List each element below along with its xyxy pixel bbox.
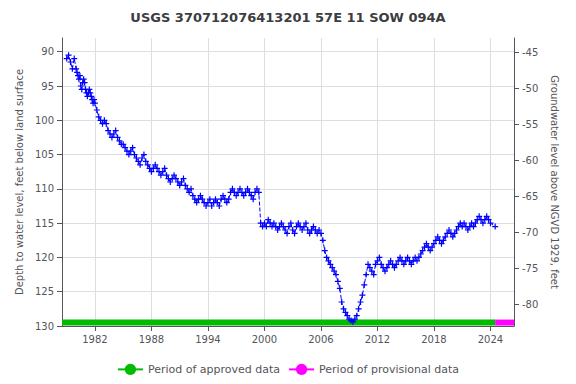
svg-text:105: 105 — [35, 149, 54, 160]
svg-text:115: 115 — [35, 218, 54, 229]
svg-text:Groundwater level above NGVD 1: Groundwater level above NGVD 1929, feet — [549, 75, 560, 289]
svg-text:2000: 2000 — [252, 334, 277, 345]
svg-text:-65: -65 — [522, 191, 538, 202]
svg-text:120: 120 — [35, 252, 54, 263]
svg-text:-60: -60 — [522, 155, 538, 166]
svg-text:Depth to water level, feet bel: Depth to water level, feet below land su… — [14, 69, 25, 295]
svg-text:100: 100 — [35, 115, 54, 126]
svg-text:-70: -70 — [522, 227, 538, 238]
svg-text:-80: -80 — [522, 299, 538, 310]
svg-text:2024: 2024 — [478, 334, 503, 345]
svg-text:2012: 2012 — [365, 334, 390, 345]
svg-text:USGS 370712076413201 57E 11 SO: USGS 370712076413201 57E 11 SOW 094A — [130, 10, 445, 25]
svg-text:110: 110 — [35, 183, 54, 194]
svg-text:-55: -55 — [522, 119, 538, 130]
svg-text:-75: -75 — [522, 263, 538, 274]
svg-text:Period of approved data: Period of approved data — [148, 363, 280, 376]
svg-text:-45: -45 — [522, 47, 538, 58]
svg-text:130: 130 — [35, 321, 54, 332]
svg-text:1988: 1988 — [139, 334, 164, 345]
svg-text:125: 125 — [35, 286, 54, 297]
svg-text:Period of provisional data: Period of provisional data — [319, 363, 459, 376]
svg-text:90: 90 — [41, 46, 54, 57]
svg-text:-50: -50 — [522, 83, 538, 94]
svg-text:95: 95 — [41, 81, 54, 92]
svg-text:2006: 2006 — [308, 334, 333, 345]
svg-text:1994: 1994 — [195, 334, 220, 345]
svg-text:2018: 2018 — [421, 334, 446, 345]
svg-text:1982: 1982 — [82, 334, 107, 345]
